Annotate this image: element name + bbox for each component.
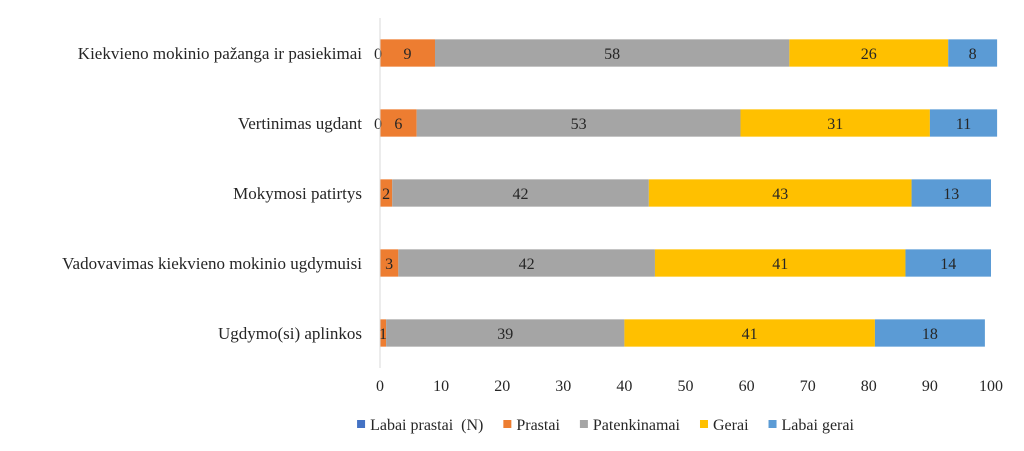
legend-label-gerai: Gerai: [713, 417, 749, 434]
bar-segment-patenkinamai-1: [434, 39, 790, 67]
data-label-gerai-5: 41: [742, 326, 758, 343]
x-tick-label-60: 60: [739, 378, 755, 395]
category-labels: Kiekvieno mokinio pažanga ir pasiekimai V…: [62, 44, 362, 343]
data-label-gerai-3: 43: [772, 186, 788, 203]
category-label-kiekvieno-mokinio-pazanga-ir-pasiekimai: Kiekvieno mokinio pažanga ir pasiekimai: [78, 44, 362, 63]
data-label-patenkinamai-3: 42: [513, 186, 529, 203]
bar-segment-patenkinamai-3: [392, 179, 649, 207]
data-label-gerai-4: 41: [772, 256, 788, 273]
bar-segment-prastai-5: [380, 319, 387, 347]
bar-segment-prastai-2: [380, 109, 417, 137]
x-tick-label-100: 100: [979, 378, 1003, 395]
data-labels-layer: 0 9 58 26 80 6 53 31 112 42 43 133 42 41 141 39 41 18: [374, 46, 977, 343]
legend-item-labai-prastai-n: Labai prastai (N): [357, 417, 483, 434]
data-label-labai-gerai-3: 13: [943, 186, 959, 203]
x-tick-label-10: 10: [433, 378, 449, 395]
data-label-labai-prastai-n-1: 0: [374, 46, 382, 63]
bar-segment-gerai-5: [624, 319, 875, 347]
bar-segment-patenkinamai-5: [386, 319, 625, 347]
bar-segment-gerai-4: [654, 249, 906, 277]
data-label-labai-gerai-2: 11: [956, 116, 971, 133]
bar-segment-gerai-3: [648, 179, 912, 207]
bar-segment-labai-gerai-4: [905, 249, 991, 277]
data-label-prastai-2: 6: [394, 116, 402, 133]
x-tick-label-90: 90: [922, 378, 938, 395]
legend-swatch-patenkinamai: [579, 420, 588, 428]
legend-label-labai-prastai-n: Labai prastai (N): [370, 417, 483, 434]
bar-segment-labai-gerai-1: [948, 39, 998, 67]
legend-swatch-labai-prastai-n: [357, 420, 366, 428]
x-tick-label-20: 20: [494, 378, 510, 395]
bar-segment-gerai-2: [740, 109, 930, 137]
legend-item-gerai: Gerai: [699, 417, 749, 434]
data-label-gerai-2: 31: [827, 116, 843, 133]
bar-segment-patenkinamai-4: [398, 249, 655, 277]
data-label-patenkinamai-2: 53: [571, 116, 587, 133]
data-label-prastai-1: 9: [403, 46, 411, 63]
legend-swatch-gerai: [699, 420, 708, 428]
data-label-labai-gerai-5: 18: [922, 326, 938, 343]
x-tick-label-80: 80: [861, 378, 877, 395]
bar-segment-labai-gerai-3: [911, 179, 991, 207]
legend-swatch-prastai: [503, 420, 512, 428]
bar-segment-prastai-4: [380, 249, 399, 277]
bar-segment-labai-gerai-5: [874, 319, 985, 347]
bar-segment-prastai-1: [380, 39, 435, 67]
data-label-labai-gerai-4: 14: [940, 256, 956, 273]
data-label-patenkinamai-5: 39: [497, 326, 513, 343]
category-label-ugdymo-si-aplinkos: Ugdymo(si) aplinkos: [218, 324, 362, 343]
bar-segment-patenkinamai-2: [416, 109, 741, 137]
category-label-mokymosi-patirtys: Mokymosi patirtys: [233, 184, 362, 203]
legend-label-prastai: Prastai: [516, 417, 560, 434]
data-label-labai-prastai-n-2: 0: [374, 116, 382, 133]
x-axis: 0 10 20 30 40 50 60 70 80 90 100: [376, 18, 1003, 395]
x-tick-label-40: 40: [616, 378, 632, 395]
bar-segment-prastai-3: [380, 179, 393, 207]
data-label-labai-gerai-1: 8: [969, 46, 977, 63]
legend-label-labai-gerai: Labai gerai: [782, 417, 855, 434]
data-label-prastai-5: 1: [379, 326, 387, 343]
legend-item-prastai: Prastai: [503, 417, 560, 434]
category-label-vertinimas-ugdant: Vertinimas ugdant: [238, 114, 362, 133]
category-label-vadovavimas-kiekvieno-mokinio-ugdymuisi: Vadovavimas kiekvieno mokinio ugdymuisi: [62, 254, 362, 273]
legend: Labai prastai (N) Prastai Patenkinamai Gera…: [357, 417, 854, 434]
data-label-patenkinamai-4: 42: [519, 256, 535, 273]
x-tick-label-0: 0: [376, 378, 384, 395]
x-tick-label-50: 50: [678, 378, 694, 395]
legend-swatch-labai-gerai: [768, 420, 777, 428]
legend-item-patenkinamai: Patenkinamai: [579, 417, 681, 434]
data-label-gerai-1: 26: [861, 46, 877, 63]
bar-segment-gerai-1: [789, 39, 949, 67]
legend-label-patenkinamai: Patenkinamai: [593, 417, 681, 434]
data-label-prastai-3: 2: [382, 186, 390, 203]
data-label-prastai-4: 3: [385, 256, 393, 273]
x-tick-label-70: 70: [800, 378, 816, 395]
bar-segment-labai-gerai-2: [929, 109, 998, 137]
data-label-patenkinamai-1: 58: [604, 46, 620, 63]
x-tick-label-30: 30: [555, 378, 571, 395]
bars-layer: [380, 39, 998, 347]
legend-item-labai-gerai: Labai gerai: [768, 417, 855, 434]
